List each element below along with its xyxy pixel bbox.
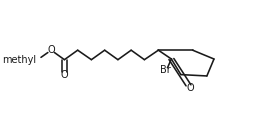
Text: methyl: methyl: [2, 55, 36, 65]
Text: O: O: [47, 45, 55, 55]
Text: Br: Br: [160, 65, 171, 75]
Text: O: O: [61, 70, 68, 80]
Text: O: O: [187, 83, 194, 93]
